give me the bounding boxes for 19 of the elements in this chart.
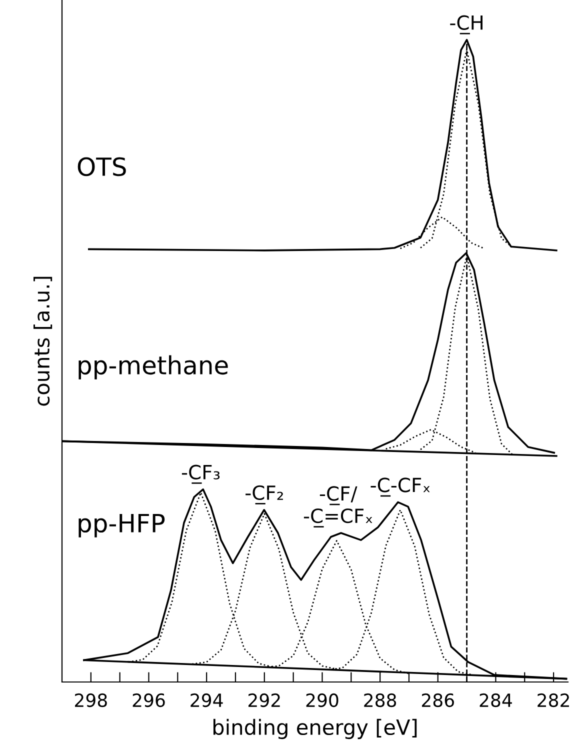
annotation: -C̲F₃ bbox=[182, 464, 220, 484]
text: OTS bbox=[78, 157, 126, 176]
annotation: -C̲-CFₓ bbox=[370, 478, 430, 497]
x-tick-label: 286 bbox=[422, 693, 454, 708]
x-tick-label: 284 bbox=[480, 693, 512, 708]
x-tick-label: 298 bbox=[75, 693, 107, 708]
series-label: pp-HFP bbox=[78, 514, 165, 538]
y-axis-title: counts [a.u.] bbox=[34, 276, 52, 406]
x-tick-label: 282 bbox=[538, 693, 569, 708]
x-tick-label: 288 bbox=[364, 693, 396, 708]
x-tick-label: 296 bbox=[132, 693, 165, 708]
text: pp-methane bbox=[78, 355, 228, 380]
x-tick-label: 290 bbox=[306, 693, 338, 708]
x-tick-label: 292 bbox=[248, 693, 280, 708]
x-axis-title: binding energy [eV] bbox=[213, 718, 417, 740]
annotation: -C̲H bbox=[450, 15, 482, 34]
annotation: -C̲F₂ bbox=[246, 485, 283, 504]
x-tick-label: 294 bbox=[190, 693, 223, 708]
annotation: -C̲F/ -C̲=CFₓ bbox=[304, 486, 372, 528]
